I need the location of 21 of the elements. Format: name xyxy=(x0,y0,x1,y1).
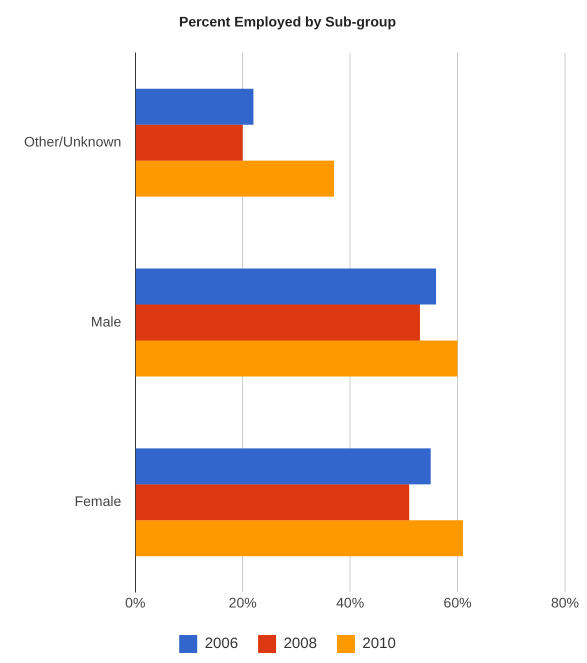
legend-label: 2006 xyxy=(204,635,238,652)
x-tick-label: 40% xyxy=(336,594,364,610)
bar xyxy=(136,484,410,520)
bar xyxy=(136,520,463,556)
y-tick-label: Male xyxy=(90,313,122,330)
y-tick-label: Other/Unknown xyxy=(24,134,122,150)
bar xyxy=(136,340,458,376)
x-tick-label: 80% xyxy=(550,594,580,610)
bar xyxy=(136,304,420,340)
chart-title: Percent Employed by Sub-group xyxy=(178,13,396,30)
bar xyxy=(136,88,254,125)
bar xyxy=(136,448,431,484)
y-tick-label: Female xyxy=(74,493,122,510)
x-tick-label: 0% xyxy=(125,594,146,610)
bar xyxy=(136,124,243,161)
bar xyxy=(136,160,334,197)
x-tick-label: 60% xyxy=(444,594,472,610)
legend-label: 2010 xyxy=(362,635,396,652)
legend-label: 2008 xyxy=(284,635,317,652)
x-tick-label: 20% xyxy=(228,594,257,610)
bar xyxy=(136,268,436,305)
